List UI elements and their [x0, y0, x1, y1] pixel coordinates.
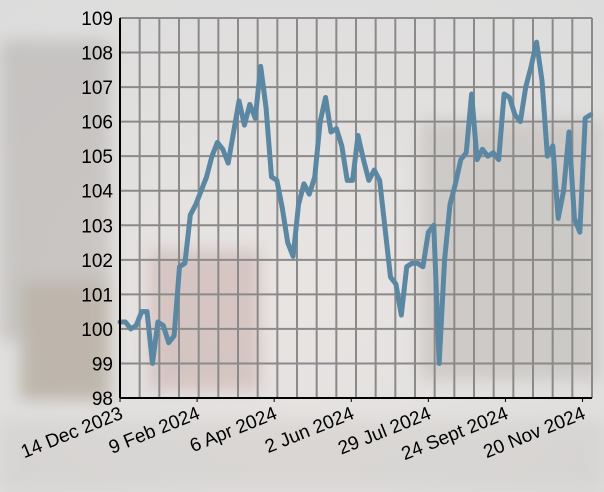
y-tick-label: 100: [81, 320, 113, 341]
y-tick-label: 104: [81, 182, 113, 203]
y-tick-label: 101: [81, 285, 113, 306]
background-photo: [0, 40, 604, 492]
y-tick-label: 102: [81, 251, 113, 272]
line-series: [117, 39, 594, 366]
y-tick-label: 109: [81, 9, 113, 30]
y-tick-label: 98: [92, 389, 113, 410]
y-tick-label: 99: [92, 354, 113, 375]
plot: [117, 39, 594, 366]
y-tick-label: 108: [81, 44, 113, 65]
y-tick-label: 106: [81, 113, 113, 134]
y-tick-label: 107: [81, 78, 113, 99]
y-tick-label: 103: [81, 216, 113, 237]
y-tick-label: 105: [81, 147, 113, 168]
